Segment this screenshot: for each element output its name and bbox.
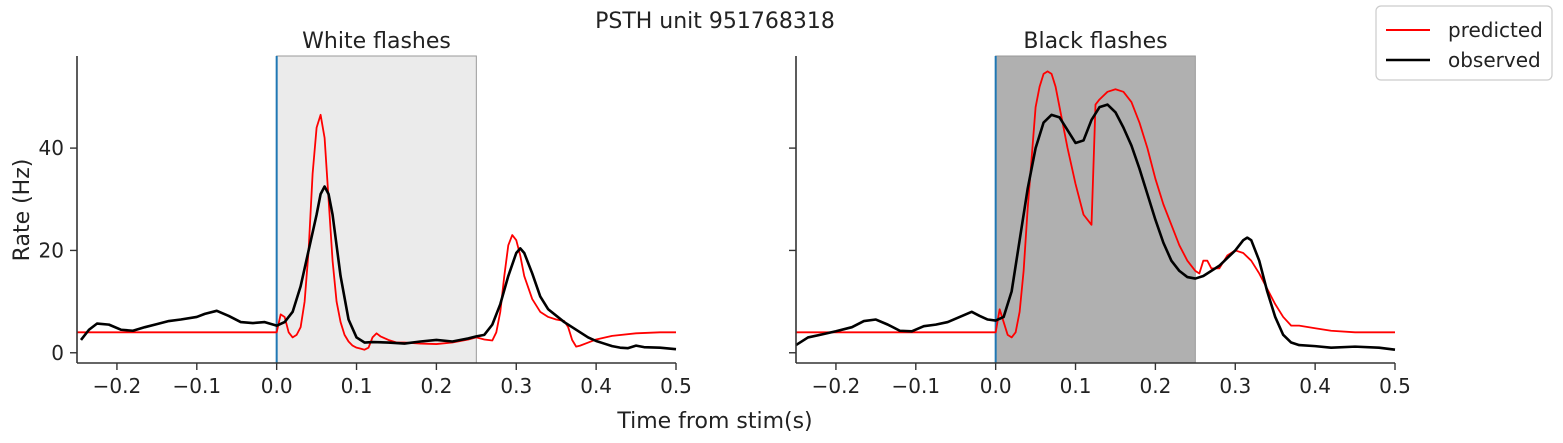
legend-label-observed: observed <box>1448 48 1541 72</box>
panel-title: Black flashes <box>1023 29 1167 54</box>
x-tick-label: 0.4 <box>1299 374 1331 398</box>
x-tick-label: 0.5 <box>660 374 692 398</box>
y-tick-label: 20 <box>39 238 64 262</box>
x-tick-label: 0.3 <box>1219 374 1251 398</box>
panel-axes-layer: −0.2 −0.1 0.0 0.1 0.2 0.3 0.4 0.5 <box>789 56 1411 398</box>
panel-title: White flashes <box>302 29 451 54</box>
x-tick-label: 0.2 <box>420 374 452 398</box>
x-tick-label: −0.2 <box>812 374 861 398</box>
panel-lines-layer <box>795 70 1396 351</box>
series-line-observed <box>79 185 677 351</box>
panel-lines-layer <box>77 113 677 351</box>
x-tick-label: 0.4 <box>580 374 612 398</box>
x-tick-label: 0.5 <box>1379 374 1411 398</box>
panel-axes-layer: −0.2 −0.1 0.0 0.1 0.2 0.3 0.4 0.5 0 20 40 <box>39 56 692 398</box>
x-tick-label: 0.1 <box>341 374 373 398</box>
legend: predicted observed <box>1375 5 1553 81</box>
y-tick-label: 0 <box>51 341 64 365</box>
x-axis-label: Time from stim(s) <box>616 409 812 434</box>
y-tick-label: 40 <box>39 136 64 160</box>
stim-window-rect <box>276 55 477 364</box>
x-tick-label: 0.2 <box>1139 374 1171 398</box>
figure-suptitle: PSTH unit 951768318 <box>595 9 835 34</box>
x-tick-label: −0.2 <box>93 374 142 398</box>
panel-background-layer <box>275 55 477 364</box>
x-tick-label: 0.0 <box>261 374 293 398</box>
legend-label-predicted: predicted <box>1448 18 1543 42</box>
panel-black-flashes: −0.2 −0.1 0.0 0.1 0.2 0.3 0.4 0.5 Black flashes <box>789 29 1411 398</box>
x-tick-label: −0.1 <box>892 374 941 398</box>
legend-frame <box>1375 5 1553 81</box>
x-tick-label: 0.1 <box>1060 374 1092 398</box>
x-tick-label: 0.3 <box>500 374 532 398</box>
x-tick-label: 0.0 <box>980 374 1012 398</box>
y-axis-label: Rate (Hz) <box>10 159 35 262</box>
panel-white-flashes: −0.2 −0.1 0.0 0.1 0.2 0.3 0.4 0.5 0 20 40 White fl… <box>39 29 692 398</box>
x-tick-label: −0.1 <box>173 374 222 398</box>
series-line-predicted <box>796 70 1395 339</box>
series-line-observed <box>795 103 1396 351</box>
